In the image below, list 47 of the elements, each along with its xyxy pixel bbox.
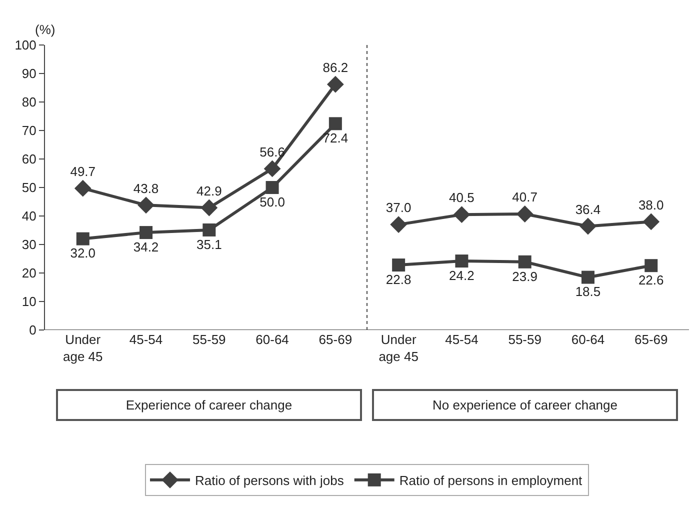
data-label: 86.2 [322,60,348,75]
data-label: 43.8 [133,180,159,196]
y-tick-label: 0 [29,322,36,338]
data-label: 72.4 [322,130,348,146]
text: Experience of career change [126,398,292,412]
x-tick-label: 45-54 [445,332,478,347]
data-label: 37.0 [386,200,412,216]
data-label: 35.1 [196,236,222,252]
y-tick-label: 20 [22,266,36,281]
x-tick-label: 65-69 [318,332,352,347]
data-label: 18.5 [575,284,601,300]
data-label: 50.0 [260,194,285,210]
x-tick-label: 55-59 [508,332,542,347]
data-label: 23.9 [512,268,538,284]
y-tick-label: 70 [22,123,36,138]
y-tick-label: 40 [22,208,36,224]
point [326,76,344,93]
y-tick-label: 80 [22,94,36,110]
data-label: 40.7 [512,190,538,205]
x-tick-label: Under age 45 [378,332,418,364]
data-label: 42.9 [196,183,222,198]
data-label: 36.4 [575,202,601,217]
y-tick-label: 30 [22,237,36,252]
text: No experience of career change [432,398,618,412]
x-tick-label: 60-64 [571,332,605,347]
legend-label: Ratio of persons with jobs [195,472,344,488]
legend-label: Ratio of persons in employment [399,472,583,488]
data-label: 22.8 [386,272,412,287]
y-tick-label: 90 [22,66,36,82]
y-axis-title: (%) [35,22,56,37]
x-tick-label: 60-64 [256,332,289,347]
x-tick-label: 45-54 [129,332,163,347]
x-tick-label: 65-69 [634,332,668,347]
y-tick-label: 100 [14,38,36,53]
data-label: 32.0 [70,246,96,261]
x-tick-label: 55-59 [192,332,226,347]
y-tick-label: 10 [22,294,36,310]
data-label: 38.0 [638,197,664,212]
data-label: 56.6 [260,144,285,160]
data-label: 49.7 [70,164,96,179]
data-label: 24.2 [449,268,474,283]
x-tick-label: Under age 45 [62,332,103,364]
data-label: 40.5 [449,190,474,206]
data-label: 34.2 [133,239,159,254]
y-tick-label: 50 [22,180,36,196]
data-label: 22.6 [638,272,664,288]
y-tick-label: 60 [22,152,36,167]
